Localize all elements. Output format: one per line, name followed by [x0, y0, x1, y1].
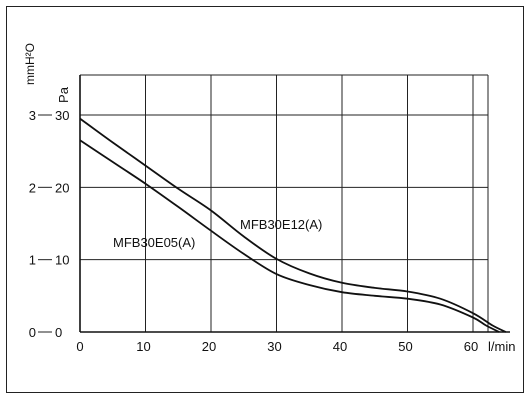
- y-axis-label-secondary: mmH²O: [23, 43, 37, 85]
- x-tick-label: 60: [464, 339, 478, 354]
- chart-border: [6, 6, 524, 393]
- x-tick-label: 20: [202, 339, 216, 354]
- x-tick-label: 50: [398, 339, 412, 354]
- x-tick-label: 40: [333, 339, 347, 354]
- y-axis-label: Pa: [56, 86, 71, 103]
- y-tick-label: 10: [55, 253, 69, 268]
- y2-tick-label: 2: [29, 180, 36, 195]
- series-label-mfb30e05: MFB30E05(A): [113, 235, 195, 250]
- label-layer: Pa mmH²O l/min MFB30E12(A) MFB30E05(A): [23, 43, 515, 354]
- x-tick-label: 0: [76, 339, 83, 354]
- y-tick-label: 0: [55, 325, 62, 340]
- x-tick-label: 30: [267, 339, 281, 354]
- series-layer: [79, 117, 507, 333]
- y2-tick-label: 1: [29, 253, 36, 268]
- y2-tick-label: 3: [29, 108, 36, 123]
- y-tick-label: 20: [55, 180, 69, 195]
- series-label-mfb30e12: MFB30E12(A): [240, 217, 322, 232]
- y2-tick-label: 0: [29, 325, 36, 340]
- x-tick-label: 10: [136, 339, 150, 354]
- grid-layer: [80, 74, 489, 333]
- series-line-mfb30e12-a: [79, 117, 507, 333]
- x-axis-label: l/min: [488, 339, 515, 354]
- series-line-mfb30e05-a: [79, 139, 500, 333]
- y-tick-label: 30: [55, 108, 69, 123]
